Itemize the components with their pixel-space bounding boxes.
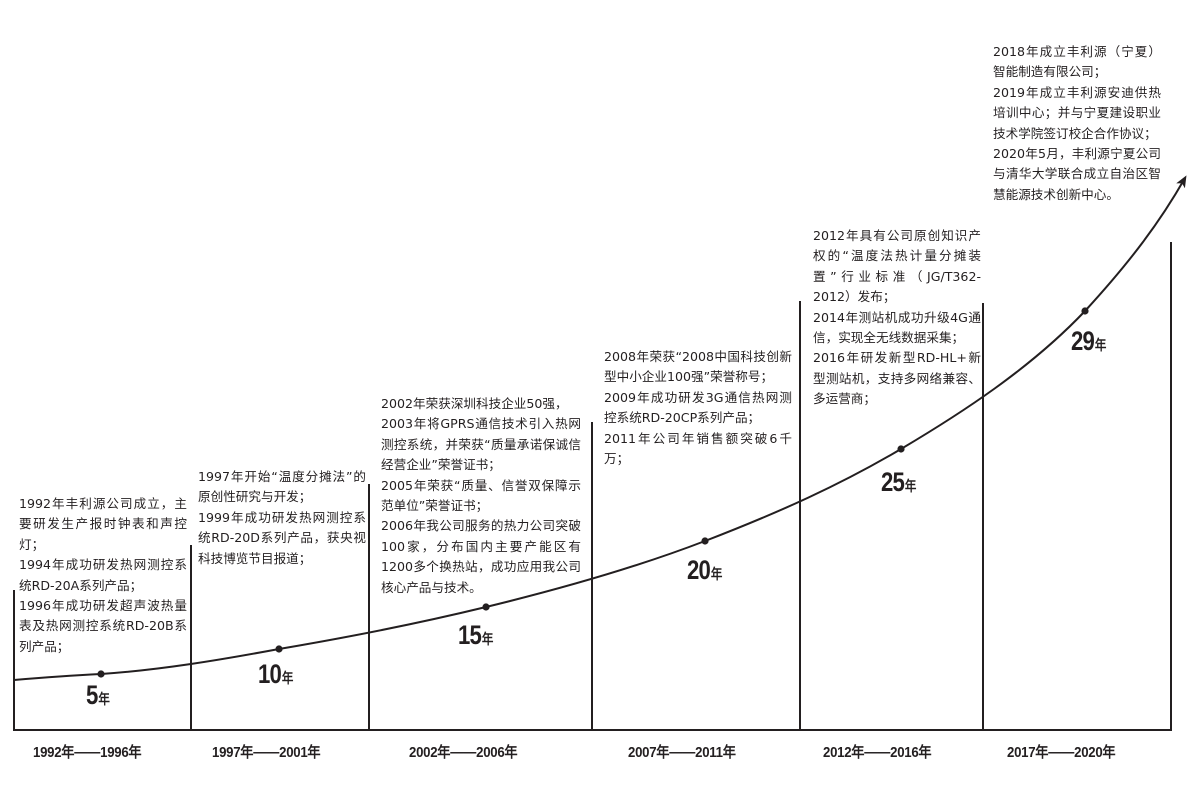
milestone-unit: 年 xyxy=(904,478,917,494)
period-description: 1992年丰利源公司成立，主要研发生产报时钟表和声控灯； 1994年成功研发热网… xyxy=(19,494,187,657)
event-text: 2020年5月，丰利源宁夏公司与清华大学联合成立自治区智慧能源技术创新中心。 xyxy=(993,146,1161,202)
milestone-label: 10年 xyxy=(258,659,293,690)
milestone-dot xyxy=(897,445,905,453)
period-label: 2012年——2016年 xyxy=(823,744,932,761)
milestone-dot xyxy=(701,537,709,545)
milestone-unit: 年 xyxy=(710,566,723,582)
milestone-dot xyxy=(97,670,105,678)
event-text: 2011年公司年销售额突破6千万； xyxy=(604,430,792,467)
period-label: 2002年——2006年 xyxy=(409,744,518,761)
milestone-unit: 年 xyxy=(281,670,294,686)
milestone-dot xyxy=(1081,307,1089,315)
period-description: 2018年成立丰利源（宁夏）智能制造有限公司； 2019年成立丰利源安迪供热培训… xyxy=(993,42,1161,205)
milestone-number: 5 xyxy=(86,680,98,710)
event-text: 2005年荣获“质量、信誉双保障示范单位”荣誉证书； xyxy=(381,477,581,514)
event-text: 2019年成立丰利源安迪供热培训中心；并与宁夏建设职业技术学院签订校企合作协议； xyxy=(993,84,1161,141)
event-text: 1994年成功研发热网测控系统RD-20A系列产品； xyxy=(19,557,187,593)
milestone-label: 29年 xyxy=(1071,326,1106,357)
event-text: 2018年成立丰利源（宁夏）智能制造有限公司； xyxy=(993,44,1161,80)
milestone-number: 10 xyxy=(258,659,282,689)
milestone-number: 29 xyxy=(1071,326,1095,356)
milestone-unit: 年 xyxy=(481,631,494,647)
event-text: 1999年成功研发热网测控系统RD-20D系列产品，获央视科技博览节目报道； xyxy=(198,509,366,566)
period-label: 2017年——2020年 xyxy=(1007,744,1116,761)
period-label: 1997年——2001年 xyxy=(212,744,321,761)
milestone-label: 20年 xyxy=(687,555,722,586)
period-description: 2012年具有公司原创知识产权的“温度法热计量分摊装置”行业标准（JG/T362… xyxy=(813,226,981,410)
event-text: 2008年荣获“2008中国科技创新型中小企业100强”荣誉称号； xyxy=(604,349,792,385)
milestone-label: 5年 xyxy=(86,680,110,711)
period-description: 2002年荣获深圳科技企业50强， 2003年将GPRS通信技术引入热网测控系统… xyxy=(381,394,581,598)
event-text: 1996年成功研发超声波热量表及热网测控系统RD-20B系列产品； xyxy=(19,598,187,654)
event-text: 2003年将GPRS通信技术引入热网测控系统，并荣获“质量承诺保诚信经营企业”荣… xyxy=(381,416,581,473)
event-text: 2012年具有公司原创知识产权的“温度法热计量分摊装置”行业标准（JG/T362… xyxy=(813,228,981,305)
milestone-number: 20 xyxy=(687,555,711,585)
event-text: 2002年荣获深圳科技企业50强， xyxy=(381,396,568,411)
event-text: 2016年研发新型RD-HL+新型测站机，支持多网络兼容、多运营商； xyxy=(813,350,981,407)
milestone-number: 15 xyxy=(458,620,482,650)
milestone-unit: 年 xyxy=(98,691,110,707)
period-label: 1992年——1996年 xyxy=(33,744,142,761)
event-text: 1992年丰利源公司成立，主要研发生产报时钟表和声控灯； xyxy=(19,496,187,552)
milestone-dot xyxy=(275,645,283,653)
period-description: 1997年开始“温度分摊法”的原创性研究与开发； 1999年成功研发热网测控系统… xyxy=(198,467,366,569)
event-text: 1997年开始“温度分摊法”的原创性研究与开发； xyxy=(198,469,366,505)
period-label: 2007年——2011年 xyxy=(628,744,736,761)
period-description: 2008年荣获“2008中国科技创新型中小企业100强”荣誉称号； 2009年成… xyxy=(604,347,792,469)
event-text: 2014年测站机成功升级4G通信，实现全无线数据采集； xyxy=(813,309,981,346)
event-text: 2009年成功研发3G通信热网测控系统RD-20CP系列产品； xyxy=(604,389,792,426)
growth-curve xyxy=(13,175,1187,681)
milestone-label: 25年 xyxy=(881,467,916,498)
milestone-number: 25 xyxy=(881,467,905,497)
milestone-unit: 年 xyxy=(1094,337,1107,353)
milestone-label: 15年 xyxy=(458,620,493,651)
milestone-dot xyxy=(482,603,490,611)
event-text: 2006年我公司服务的热力公司突破100家，分布国内主要产能区有1200多个换热… xyxy=(381,518,581,595)
